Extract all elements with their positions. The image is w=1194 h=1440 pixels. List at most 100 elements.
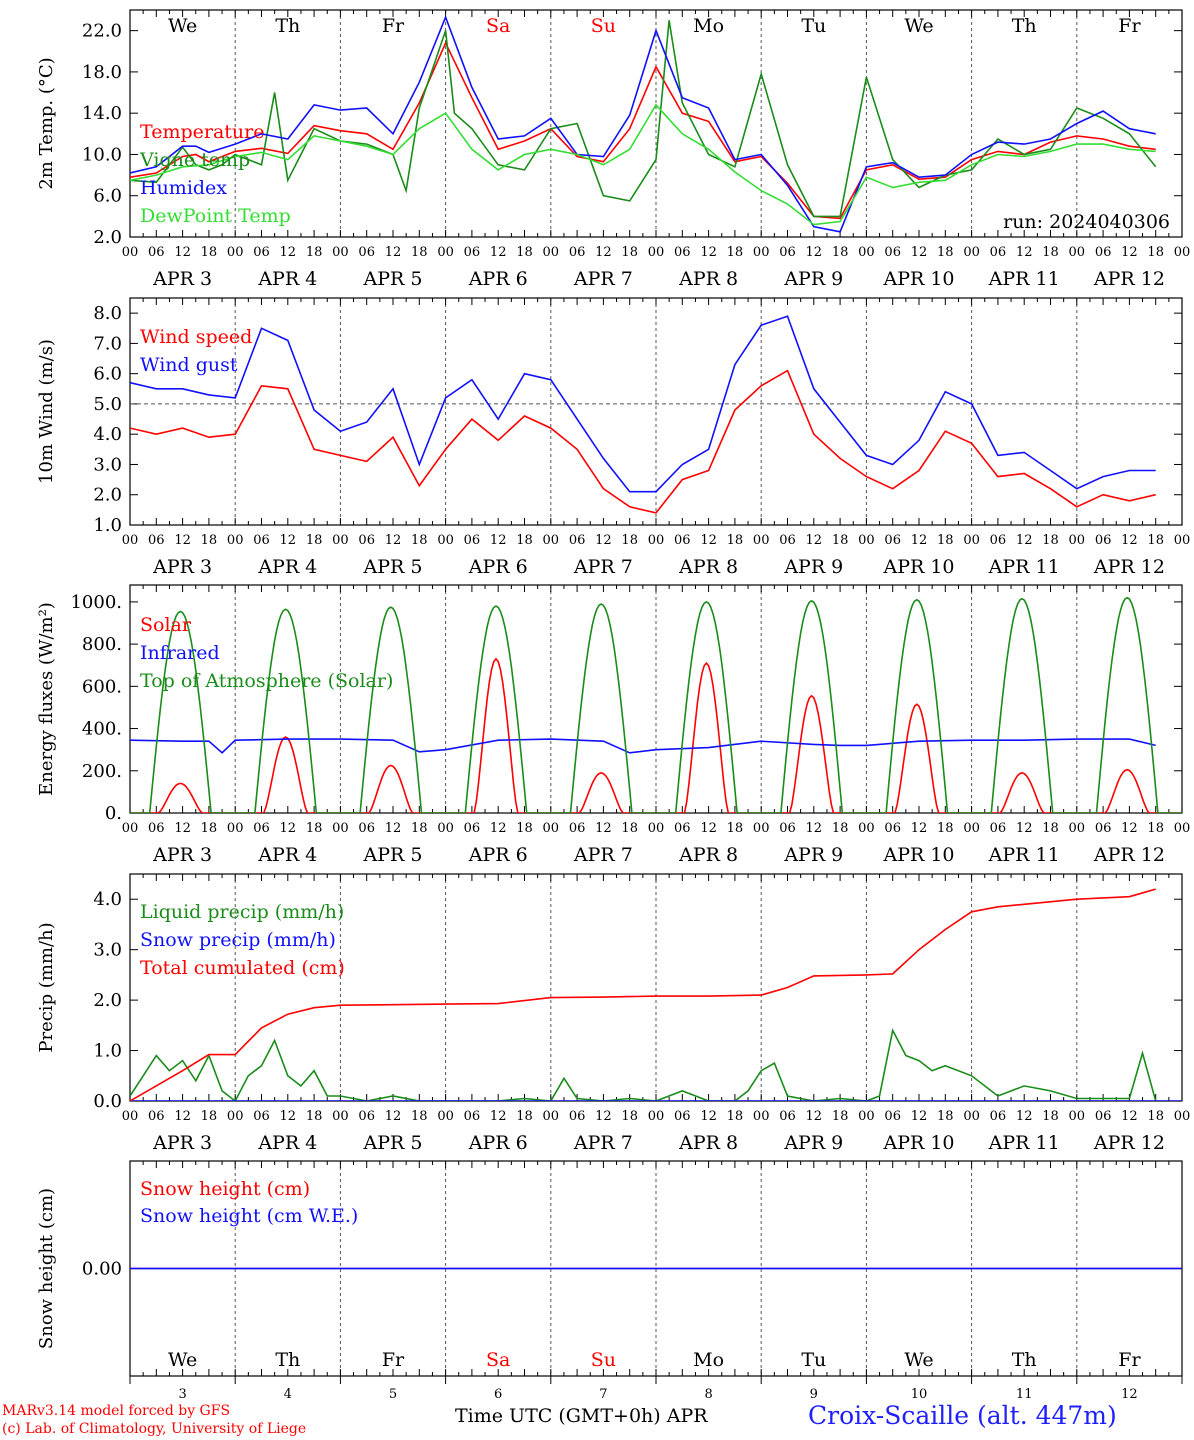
precip-hour-label: 06 xyxy=(569,1109,586,1124)
wind-hour-label: 12 xyxy=(1121,533,1138,548)
wind-ytick-label: 2.0 xyxy=(93,485,122,506)
wind-hour-label: 18 xyxy=(201,533,218,548)
energy-hour-label: 00 xyxy=(1174,821,1191,836)
temperature-hour-label: 18 xyxy=(306,245,323,260)
temperature-hour-label: 12 xyxy=(700,245,717,260)
energy-ytick-label: 800. xyxy=(82,634,122,655)
wind-hour-label: 00 xyxy=(122,533,139,548)
precip-hour-label: 18 xyxy=(832,1109,849,1124)
wind-series-line-0 xyxy=(130,369,1156,514)
wind-hour-label: 18 xyxy=(516,533,533,548)
energy-ytick-label: 1000. xyxy=(70,592,122,613)
temperature-hour-label: 12 xyxy=(911,245,928,260)
precip-hour-label: 06 xyxy=(990,1109,1007,1124)
wind-hour-label: 00 xyxy=(858,533,875,548)
precip-hour-label: 00 xyxy=(963,1109,980,1124)
wind-ylabel: 10m Wind (m/s) xyxy=(36,339,57,484)
temperature-legend-entry: Humidex xyxy=(140,177,227,199)
temperature-weekday-label: Tu xyxy=(801,15,826,37)
precip-hour-label: 12 xyxy=(911,1109,928,1124)
temperature-hour-label: 06 xyxy=(464,245,481,260)
precip-series-line-2 xyxy=(130,888,1156,1101)
snow-day-number: 4 xyxy=(284,1387,292,1402)
wind-date-label: APR 11 xyxy=(988,556,1060,578)
wind-hour-label: 06 xyxy=(569,533,586,548)
wind-hour-label: 18 xyxy=(621,533,638,548)
energy-hour-label: 06 xyxy=(990,821,1007,836)
energy-legend-entry: Infrared xyxy=(140,642,220,664)
temperature-hour-label: 00 xyxy=(858,245,875,260)
temperature-hour-label: 00 xyxy=(437,245,454,260)
energy-date-label: APR 10 xyxy=(882,844,954,866)
temperature-hour-label: 06 xyxy=(1095,245,1112,260)
energy-hour-label: 06 xyxy=(569,821,586,836)
wind-hour-label: 12 xyxy=(700,533,717,548)
wind-hour-label: 00 xyxy=(1174,533,1191,548)
energy-hour-label: 12 xyxy=(806,821,823,836)
energy-ytick-label: 600. xyxy=(82,676,122,697)
energy-hour-label: 12 xyxy=(280,821,297,836)
precip-date-label: APR 4 xyxy=(257,1132,317,1154)
energy-hour-label: 18 xyxy=(306,821,323,836)
precip-ytick-label: 0.0 xyxy=(93,1091,122,1112)
energy-hour-label: 00 xyxy=(437,821,454,836)
precip-hour-label: 06 xyxy=(148,1109,165,1124)
wind-hour-label: 18 xyxy=(411,533,428,548)
snow-day-number: 3 xyxy=(178,1387,186,1402)
precip-hour-label: 06 xyxy=(1095,1109,1112,1124)
wind-hour-label: 18 xyxy=(306,533,323,548)
energy-date-label: APR 6 xyxy=(468,844,528,866)
wind-ytick-label: 3.0 xyxy=(93,454,122,475)
temperature-legend-entry: DewPoint Temp xyxy=(140,205,291,227)
energy-series-line-2 xyxy=(130,596,1182,813)
energy-ytick-label: 200. xyxy=(82,761,122,782)
wind-hour-label: 06 xyxy=(990,533,1007,548)
precip-date-label: APR 7 xyxy=(573,1132,633,1154)
precip-date-label: APR 3 xyxy=(152,1132,212,1154)
precip-hour-label: 00 xyxy=(648,1109,665,1124)
wind-hour-label: 06 xyxy=(779,533,796,548)
precip-ytick-label: 1.0 xyxy=(93,1041,122,1062)
precip-series-group xyxy=(130,888,1182,1101)
temperature-hour-label: 06 xyxy=(253,245,270,260)
energy-hour-label: 06 xyxy=(148,821,165,836)
wind-date-label: APR 3 xyxy=(152,556,212,578)
temperature-hour-label: 12 xyxy=(490,245,507,260)
energy-hour-label: 18 xyxy=(411,821,428,836)
wind-hour-label: 06 xyxy=(464,533,481,548)
energy-hour-label: 06 xyxy=(779,821,796,836)
precip-hour-label: 18 xyxy=(516,1109,533,1124)
precip-hour-label: 00 xyxy=(858,1109,875,1124)
snow-weekday-label: Fr xyxy=(1118,1349,1141,1371)
energy-date-label: APR 5 xyxy=(363,844,423,866)
snow-day-number: 8 xyxy=(704,1387,712,1402)
snow-day-number: 12 xyxy=(1121,1387,1138,1402)
precip-date-label: APR 5 xyxy=(363,1132,423,1154)
snow-weekday-label: We xyxy=(904,1349,933,1371)
wind-ytick-label: 8.0 xyxy=(93,303,122,324)
energy-hour-label: 00 xyxy=(227,821,244,836)
snow-day-number: 10 xyxy=(911,1387,928,1402)
precip-series-line-0 xyxy=(130,1028,1157,1101)
precip-ytick-label: 2.0 xyxy=(93,990,122,1011)
precip-hour-label: 00 xyxy=(437,1109,454,1124)
temperature-ytick-label: 22.0 xyxy=(82,21,122,42)
energy-hour-label: 18 xyxy=(1147,821,1164,836)
wind-hour-label: 06 xyxy=(1095,533,1112,548)
precip-date-label: APR 6 xyxy=(468,1132,528,1154)
energy-ylabel: Energy fluxes (W/m²) xyxy=(36,602,57,796)
energy-date-label: APR 4 xyxy=(257,844,317,866)
precip-date-label: APR 10 xyxy=(882,1132,954,1154)
precip-date-label: APR 9 xyxy=(783,1132,843,1154)
wind-hour-label: 06 xyxy=(253,533,270,548)
energy-hour-label: 00 xyxy=(648,821,665,836)
temperature-hour-label: 18 xyxy=(832,245,849,260)
temperature-weekday-label: Th xyxy=(1012,15,1037,37)
energy-hour-label: 00 xyxy=(122,821,139,836)
wind-hour-label: 00 xyxy=(332,533,349,548)
temperature-hour-label: 06 xyxy=(990,245,1007,260)
energy-hour-label: 06 xyxy=(884,821,901,836)
wind-ytick-label: 5.0 xyxy=(93,394,122,415)
wind-ytick-label: 7.0 xyxy=(93,333,122,354)
